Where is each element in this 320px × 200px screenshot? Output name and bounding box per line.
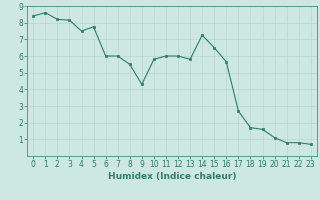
X-axis label: Humidex (Indice chaleur): Humidex (Indice chaleur): [108, 172, 236, 181]
